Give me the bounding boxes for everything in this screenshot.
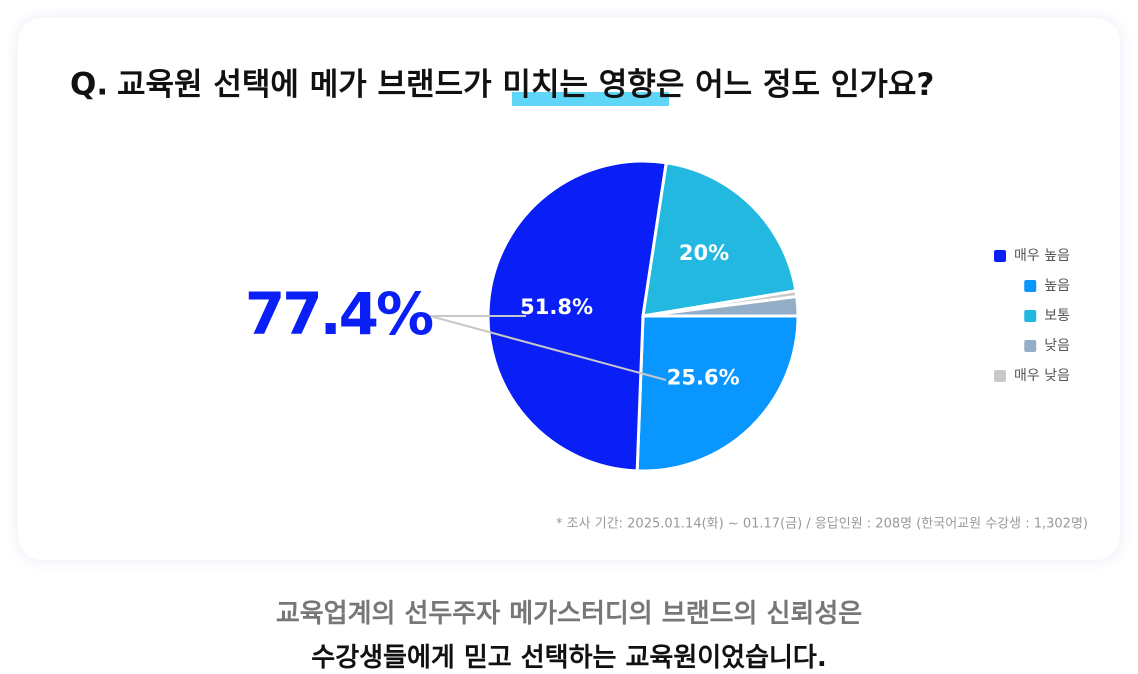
- annotation-line: [429, 315, 667, 381]
- data-label: 51.8%: [520, 295, 593, 319]
- pie-slice: [486, 159, 668, 473]
- legend-swatch: [1024, 280, 1037, 292]
- legend-swatch: [994, 370, 1007, 382]
- legend-label: 보통: [1044, 308, 1070, 324]
- data-label: 20%: [679, 241, 729, 265]
- title-part: 은 어느 정도 인가요?: [656, 67, 935, 103]
- legend-label: 매우 낮음: [1014, 368, 1070, 384]
- legend-swatch: [1024, 310, 1037, 322]
- pie-slice: [641, 161, 798, 318]
- data-label: 25.6%: [667, 366, 740, 390]
- chart-title: 교육원 선택에 메가 브랜드가 미치는 영향은 어느 정도 인가요?: [117, 67, 934, 103]
- caption-line: 교육업계의 선두주자 메가스터디의 브랜드의 신뢰성은: [275, 599, 863, 629]
- legend-label: 매우 높음: [1014, 248, 1070, 264]
- footnote: * 조사 기간: 2025.01.14(화) ~ 01.17(금) / 응답인원…: [556, 517, 1088, 532]
- pie-slice: [635, 314, 800, 473]
- title-highlight: [512, 92, 669, 106]
- legend-swatch: [1024, 340, 1037, 352]
- pie-slice: [642, 294, 800, 318]
- legend-label: 낮음: [1044, 338, 1070, 354]
- title-part: 미치는 영향: [502, 67, 655, 103]
- title-part: 교육원 선택에 메가 브랜드가: [117, 67, 502, 103]
- question-marker: Q.: [70, 67, 108, 103]
- caption-line: 수강생들에게 믿고 선택하는 교육원이었습니다.: [311, 643, 827, 673]
- annotation: 77.4%: [245, 280, 433, 348]
- legend-swatch: [994, 250, 1007, 262]
- legend-label: 높음: [1044, 278, 1070, 294]
